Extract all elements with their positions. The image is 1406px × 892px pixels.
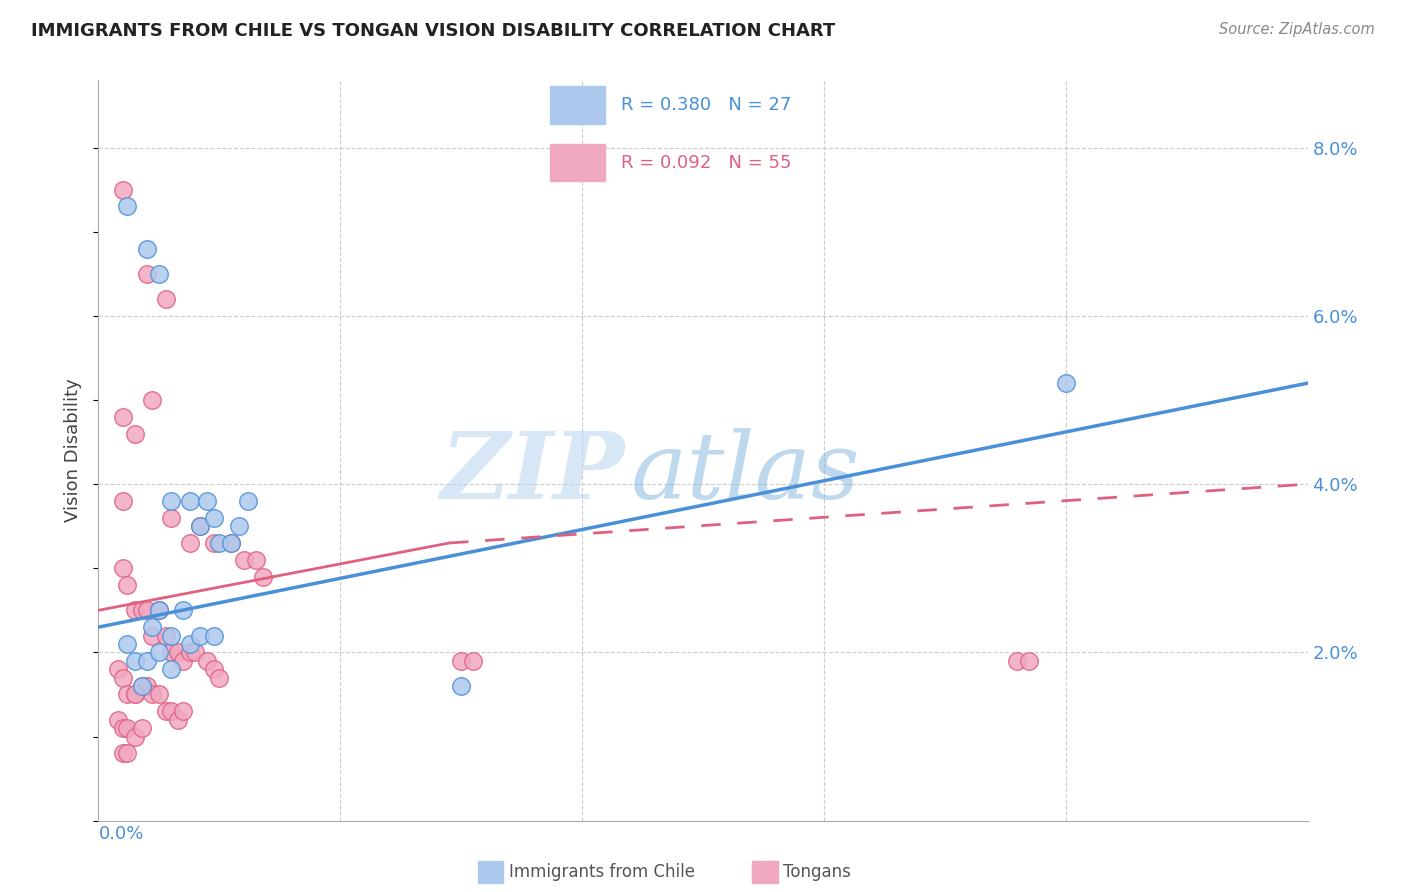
Point (463, 654, 485, 668)
Text: R = 0.092   N = 55: R = 0.092 N = 55 (621, 153, 792, 171)
Point (179, 645, 201, 659)
Point (221, 536, 243, 550)
Point (131, 721, 153, 735)
Point (148, 603, 170, 617)
Point (160, 645, 183, 659)
Point (141, 628, 163, 642)
Point (124, 730, 146, 744)
Point (135, 242, 157, 256)
Point (124, 426, 146, 441)
Point (107, 713, 129, 727)
Point (117, 721, 139, 735)
Point (111, 409, 134, 424)
Bar (550, 87, 606, 124)
Point (111, 721, 134, 735)
Point (111, 561, 134, 575)
Point (131, 679, 153, 693)
Point (167, 645, 190, 659)
Point (172, 603, 194, 617)
Point (117, 199, 139, 213)
Point (167, 713, 190, 727)
Point (195, 654, 218, 668)
Point (155, 628, 177, 642)
Point (117, 578, 139, 592)
Point (252, 569, 274, 583)
Point (124, 603, 146, 617)
Point (160, 494, 183, 508)
Point (155, 292, 177, 306)
Point (111, 671, 134, 685)
Point (188, 519, 211, 533)
Point (148, 645, 170, 659)
Point (124, 654, 146, 668)
Point (184, 645, 207, 659)
Point (148, 267, 170, 281)
Point (450, 654, 472, 668)
Point (179, 494, 201, 508)
Point (135, 654, 157, 668)
Point (221, 536, 243, 550)
Text: R = 0.380   N = 27: R = 0.380 N = 27 (621, 96, 792, 114)
Point (204, 510, 226, 524)
Point (131, 679, 153, 693)
Point (172, 654, 194, 668)
Point (188, 628, 211, 642)
Point (245, 553, 267, 567)
Point (135, 267, 157, 281)
Point (450, 679, 472, 693)
Point (117, 688, 139, 702)
Point (204, 628, 226, 642)
Point (172, 704, 194, 718)
Point (141, 688, 163, 702)
Point (155, 704, 177, 718)
Point (135, 603, 157, 617)
Point (107, 662, 129, 676)
Point (124, 688, 146, 702)
Text: ZIP: ZIP (440, 427, 624, 517)
Point (141, 620, 163, 634)
Point (232, 553, 254, 567)
Point (160, 628, 183, 642)
Point (131, 603, 153, 617)
Point (160, 704, 183, 718)
Point (1054, 376, 1077, 391)
Text: Tongans: Tongans (783, 863, 851, 881)
Point (111, 494, 134, 508)
Point (141, 392, 163, 407)
Point (208, 671, 231, 685)
Point (160, 510, 183, 524)
Point (111, 183, 134, 197)
Point (148, 688, 170, 702)
Point (208, 536, 231, 550)
Point (195, 494, 218, 508)
Point (160, 662, 183, 676)
Text: Immigrants from Chile: Immigrants from Chile (509, 863, 695, 881)
Point (1007, 654, 1029, 668)
Point (1018, 654, 1040, 668)
Point (204, 536, 226, 550)
Point (148, 603, 170, 617)
Point (238, 494, 260, 508)
Point (179, 536, 201, 550)
Point (111, 747, 134, 761)
Bar (550, 144, 606, 181)
Point (117, 637, 139, 651)
Text: IMMIGRANTS FROM CHILE VS TONGAN VISION DISABILITY CORRELATION CHART: IMMIGRANTS FROM CHILE VS TONGAN VISION D… (31, 22, 835, 40)
Point (179, 637, 201, 651)
Point (188, 519, 211, 533)
Text: 0.0%: 0.0% (98, 825, 143, 843)
Text: Source: ZipAtlas.com: Source: ZipAtlas.com (1219, 22, 1375, 37)
Point (124, 688, 146, 702)
Point (117, 747, 139, 761)
Point (135, 679, 157, 693)
Y-axis label: Vision Disability: Vision Disability (65, 378, 83, 523)
Text: atlas: atlas (630, 427, 860, 517)
Point (228, 519, 250, 533)
Point (204, 662, 226, 676)
